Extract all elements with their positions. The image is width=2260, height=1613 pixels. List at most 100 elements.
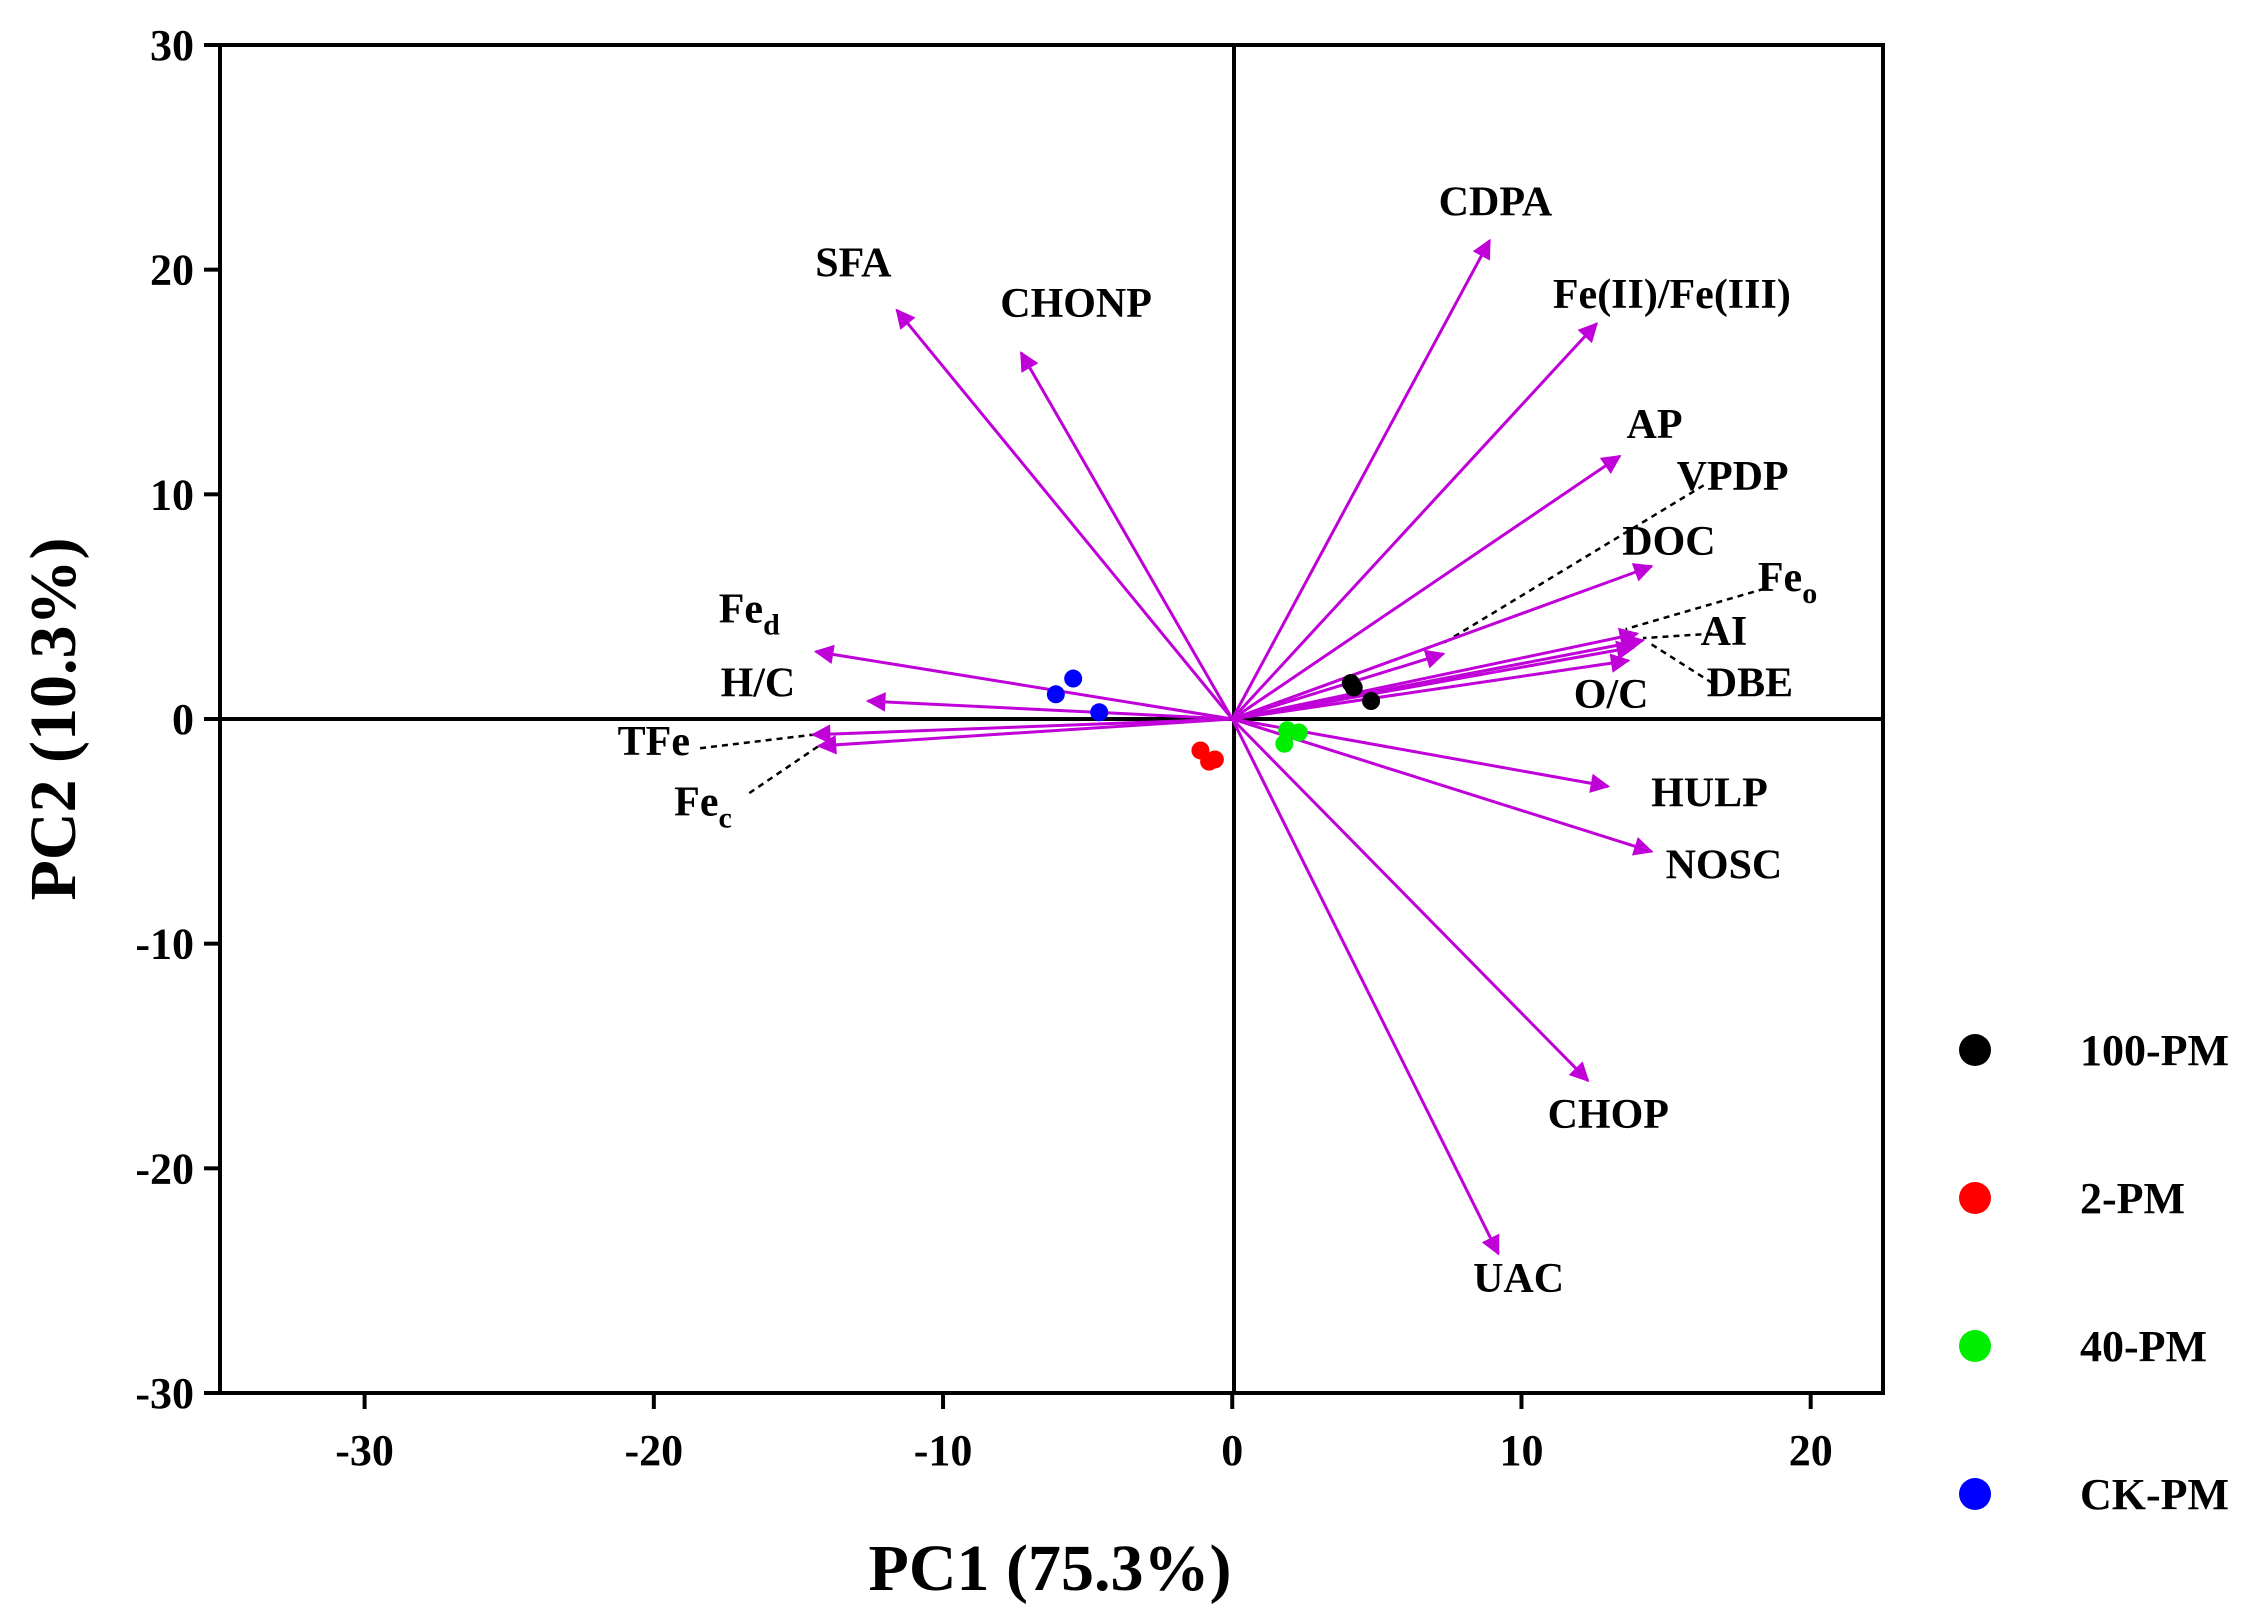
legend-label-40-pm: 40-PM (2080, 1322, 2207, 1371)
vector-fe-ii-fe-iii (1231, 322, 1598, 721)
x-tick-label: 10 (1499, 1426, 1543, 1475)
x-axis-title: PC1 (75.3%) (869, 1532, 1232, 1605)
label-text: DOC (1622, 519, 1715, 565)
leader-line (1439, 484, 1705, 646)
point-2-pm (1205, 750, 1224, 769)
vector-chop (1231, 717, 1590, 1083)
vector-tfe (810, 717, 1233, 744)
y-tick-label: 20 (150, 246, 194, 295)
label-text: CHOP (1548, 1092, 1669, 1138)
label-fed: Fed (719, 586, 780, 641)
y-tick-label: 10 (150, 470, 194, 519)
label-text: Fe (674, 780, 718, 826)
label-feo: Feo (1758, 555, 1817, 610)
sample-points (1046, 669, 1381, 771)
label-cdpa: CDPA (1439, 180, 1553, 226)
y-tick-label: -10 (135, 920, 194, 969)
label-ap: AP (1627, 402, 1683, 448)
vector-doc (1231, 563, 1654, 721)
label-text: Fe (719, 586, 763, 632)
label-nosc: NOSC (1666, 843, 1783, 889)
point-100-pm (1362, 692, 1381, 711)
label-tfe: TFe (618, 719, 690, 765)
x-tick-label: 20 (1789, 1426, 1833, 1475)
vector-labels: SFACHONPCDPAFe(II)/Fe(III)APVPDPDOCFeoAI… (618, 180, 1818, 1302)
vector-chonp (1019, 351, 1234, 720)
label-chop: CHOP (1548, 1092, 1669, 1138)
label-text: TFe (618, 719, 690, 765)
vector-cdpa (1230, 238, 1491, 720)
label-chonp: CHONP (1000, 281, 1152, 327)
label-text: NOSC (1666, 843, 1783, 889)
vector-nosc (1231, 717, 1654, 856)
label-fe-ii-fe-iii: Fe(II)/Fe(III) (1553, 272, 1791, 318)
label-text: DBE (1707, 661, 1793, 707)
point-ck-pm (1064, 669, 1083, 688)
point-100-pm (1344, 678, 1363, 697)
label-vpdp: VPDP (1677, 454, 1789, 500)
label-hulp: HULP (1651, 771, 1768, 817)
legend-label-100-pm: 100-PM (2080, 1026, 2229, 1075)
leader-line (699, 733, 814, 750)
label-doc: DOC (1622, 519, 1715, 565)
label-text: AP (1627, 402, 1683, 448)
label-text: AI (1701, 609, 1748, 655)
label-subscript: o (1802, 577, 1817, 610)
label-text: SFA (815, 240, 892, 286)
vector-o-c (1232, 653, 1631, 721)
legend-marker-ck-pm (1959, 1478, 1991, 1510)
leader-line (1642, 632, 1713, 640)
y-axis-title: PC2 (10.3%) (17, 538, 90, 901)
vector-dbe (1231, 640, 1637, 721)
y-tick-label: -20 (135, 1144, 194, 1193)
vector-fed (813, 644, 1233, 721)
leader-line (1648, 641, 1714, 685)
legend-marker-40-pm (1959, 1330, 1991, 1362)
label-sfa: SFA (815, 240, 892, 286)
y-axis-ticks: -30 -20 -10 0 10 20 30 (135, 21, 220, 1418)
vector-uac (1230, 718, 1500, 1256)
point-ck-pm (1090, 703, 1109, 722)
label-text: Fe (1758, 555, 1802, 601)
loading-vectors (810, 238, 1654, 1256)
label-text: Fe(II)/Fe(III) (1553, 272, 1791, 318)
point-40-pm (1278, 721, 1297, 740)
label-text: H/C (721, 661, 796, 707)
leader-lines (699, 484, 1765, 795)
legend-label-2-pm: 2-PM (2080, 1174, 2185, 1223)
label-ai: AI (1701, 609, 1748, 655)
x-tick-label: -10 (914, 1426, 973, 1475)
point-40-pm (1275, 734, 1294, 753)
label-text: UAC (1473, 1256, 1564, 1302)
x-tick-label: -20 (624, 1426, 683, 1475)
leader-line (1625, 587, 1765, 631)
vector-h-c (865, 692, 1233, 721)
vector-fec (816, 717, 1233, 755)
y-tick-label: 30 (150, 21, 194, 70)
x-tick-label: -30 (335, 1426, 394, 1475)
legend-marker-2-pm (1959, 1182, 1991, 1214)
label-uac: UAC (1473, 1256, 1564, 1302)
label-subscript: d (763, 608, 780, 641)
vector-ap (1231, 454, 1622, 721)
x-tick-label: 0 (1221, 1426, 1243, 1475)
y-tick-label: 0 (172, 695, 194, 744)
label-text: VPDP (1677, 454, 1789, 500)
label-subscript: c (718, 802, 731, 835)
legend: 100-PM 2-PM 40-PM CK-PM (1959, 1026, 2229, 1519)
x-axis-ticks: -30 -20 -10 0 10 20 (335, 1393, 1833, 1475)
point-ck-pm (1046, 685, 1065, 704)
label-o-c: O/C (1574, 672, 1649, 718)
label-text: CHONP (1000, 281, 1152, 327)
legend-marker-100-pm (1959, 1034, 1991, 1066)
legend-label-ck-pm: CK-PM (2080, 1470, 2229, 1519)
label-text: O/C (1574, 672, 1649, 718)
label-fec: Fec (674, 780, 732, 835)
label-text: CDPA (1439, 180, 1553, 226)
vector-sfa (895, 308, 1234, 720)
label-dbe: DBE (1707, 661, 1793, 707)
label-text: HULP (1651, 771, 1768, 817)
label-h-c: H/C (721, 661, 796, 707)
leader-line (748, 744, 820, 795)
